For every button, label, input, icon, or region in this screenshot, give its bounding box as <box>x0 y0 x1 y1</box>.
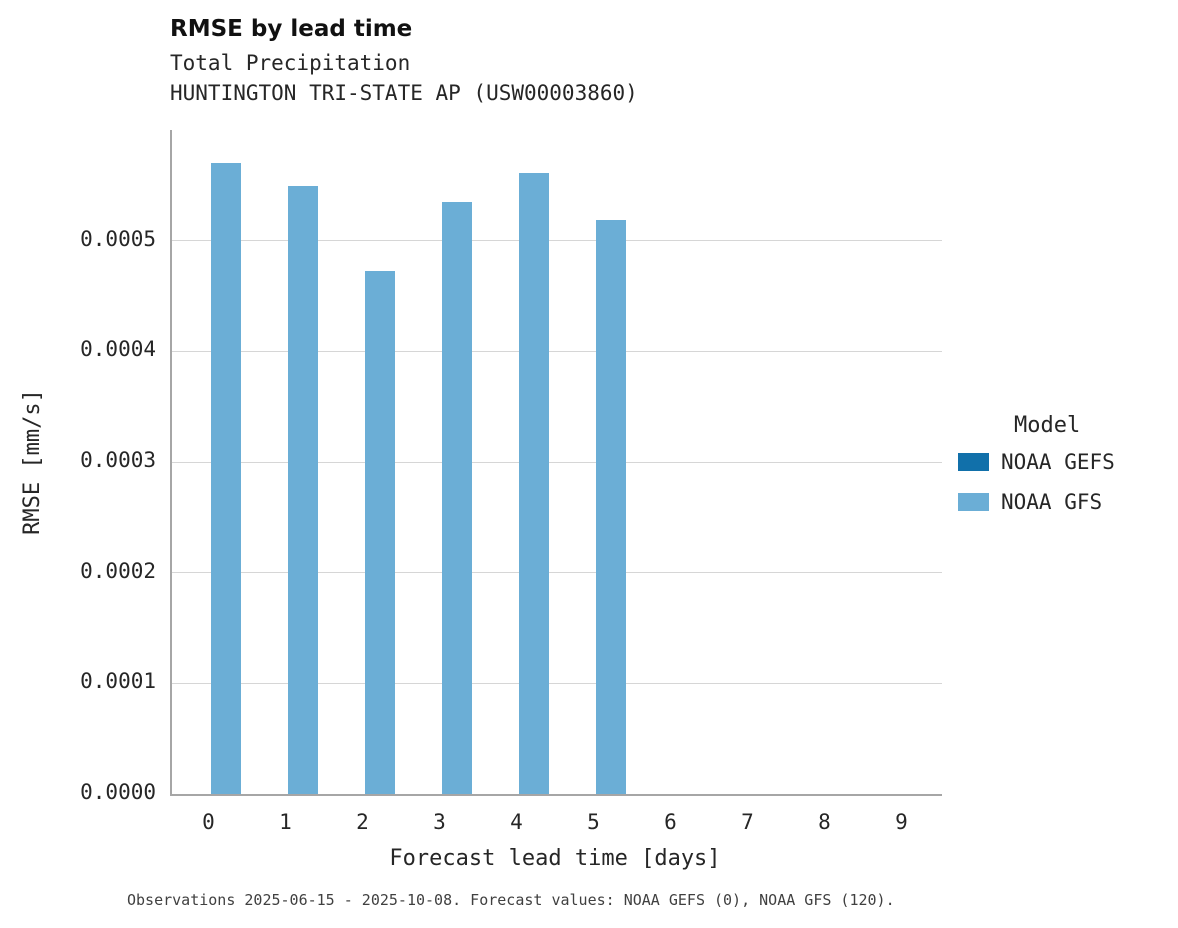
x-tick-label: 9 <box>895 810 908 834</box>
chart-title: RMSE by lead time <box>170 16 413 42</box>
y-tick-label: 0.0001 <box>80 669 156 694</box>
x-tick-label: 0 <box>202 810 215 834</box>
x-tick-label: 7 <box>741 810 754 834</box>
legend-entry-noaa-gfs: NOAA GFS <box>958 490 1115 514</box>
x-tick-label: 1 <box>279 810 292 834</box>
gridline <box>172 240 942 242</box>
gridline <box>172 350 942 352</box>
legend-swatch-icon <box>958 493 989 511</box>
y-tick-label: 0.0002 <box>80 558 156 583</box>
x-tick-label: 5 <box>587 810 600 834</box>
legend-entries: NOAA GEFS NOAA GFS <box>958 450 1115 530</box>
x-tick-label: 8 <box>818 810 831 834</box>
y-tick-label: 0.0005 <box>80 226 156 251</box>
legend-label: NOAA GEFS <box>1001 450 1115 474</box>
chart-subtitle-station: HUNTINGTON TRI-STATE AP (USW00003860) <box>170 81 638 105</box>
y-tick-label: 0.0004 <box>80 337 156 362</box>
legend-title: Model <box>1014 413 1081 438</box>
legend-entry-noaa-gefs: NOAA GEFS <box>958 450 1115 474</box>
bar-noaa-gfs-lead-1 <box>287 186 319 794</box>
x-axis-ticks: 0 1 2 3 4 5 6 7 8 9 <box>170 810 940 840</box>
plot-area <box>170 130 942 796</box>
x-tick-label: 4 <box>510 810 523 834</box>
gridline <box>172 572 942 574</box>
x-tick-label: 6 <box>664 810 677 834</box>
x-axis-label: Forecast lead time [days] <box>389 846 721 871</box>
legend-swatch-icon <box>958 453 989 471</box>
y-tick-label: 0.0000 <box>80 780 156 804</box>
chart-subtitle-variable: Total Precipitation <box>170 51 411 75</box>
legend-label: NOAA GFS <box>1001 490 1103 514</box>
bar-noaa-gfs-lead-5 <box>595 219 627 794</box>
x-tick-label: 3 <box>433 810 446 834</box>
gridline <box>172 461 942 463</box>
y-axis-ticks: 0.0000 0.0001 0.0002 0.0003 0.0004 0.0005 <box>0 0 156 928</box>
chart-caption: Observations 2025-06-15 - 2025-10-08. Fo… <box>127 891 895 909</box>
bar-noaa-gfs-lead-2 <box>364 270 396 794</box>
y-tick-label: 0.0003 <box>80 448 156 472</box>
bar-noaa-gfs-lead-3 <box>441 201 473 794</box>
bar-noaa-gfs-lead-4 <box>518 173 550 794</box>
bar-noaa-gfs-lead-0 <box>210 163 242 794</box>
x-tick-label: 2 <box>356 810 369 834</box>
gridline <box>172 682 942 684</box>
